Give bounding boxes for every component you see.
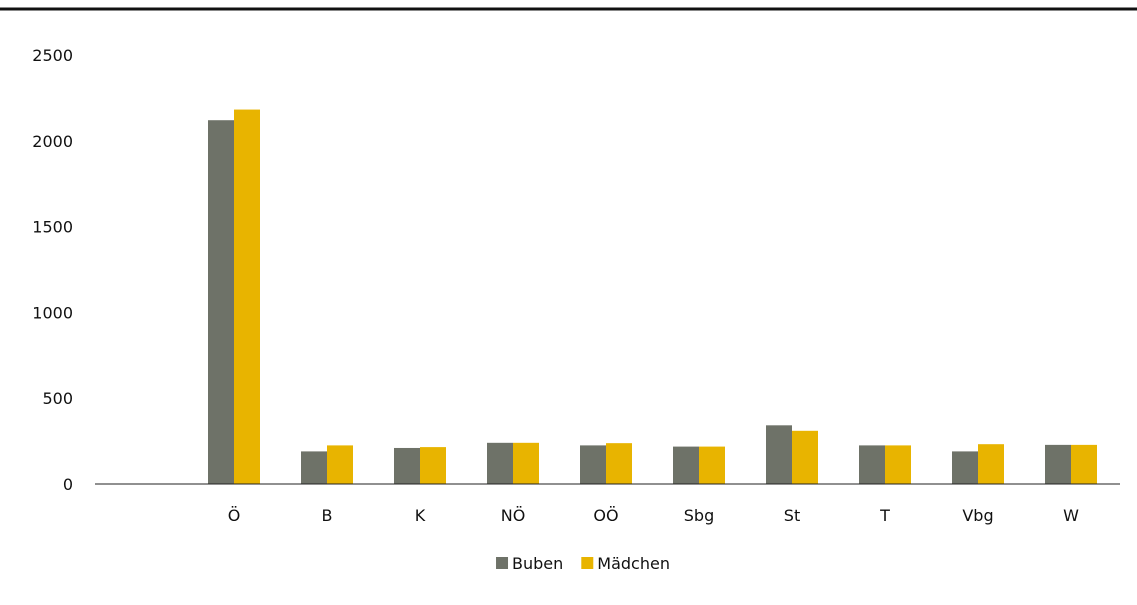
bar-buben-9 — [1045, 444, 1071, 484]
x-tick-label: K — [415, 506, 426, 525]
bar-mädchen-2 — [420, 447, 446, 484]
legend-label-buben: Buben — [512, 554, 563, 573]
x-axis-ticks: Ö B K NÖ OÖ Sbg St T Vbg W — [228, 506, 1079, 525]
bar-mädchen-6 — [792, 430, 818, 484]
bar-mädchen-3 — [513, 442, 539, 484]
y-tick-label: 1500 — [32, 218, 73, 237]
bar-buben-6 — [766, 425, 792, 484]
legend-swatch-mädchen — [581, 557, 594, 569]
bar-buben-8 — [952, 451, 978, 484]
bar-mädchen-7 — [885, 445, 911, 484]
bar-mädchen-9 — [1071, 444, 1097, 484]
legend-label-mädchen: Mädchen — [597, 554, 670, 573]
bar-mädchen-8 — [978, 444, 1004, 484]
x-tick-label: NÖ — [501, 506, 526, 525]
bar-buben-7 — [859, 445, 885, 484]
bar-mädchen-5 — [699, 446, 725, 484]
x-tick-label: Vbg — [962, 506, 993, 525]
x-tick-label: OÖ — [593, 506, 618, 525]
x-tick-label: W — [1063, 506, 1079, 525]
x-tick-label: B — [322, 506, 333, 525]
y-tick-label: 0 — [63, 475, 73, 494]
x-tick-label: Ö — [228, 506, 241, 525]
bar-buben-3 — [487, 442, 513, 484]
legend-swatch-buben — [496, 557, 509, 569]
y-tick-label: 2000 — [32, 132, 73, 151]
legend: Buben Mädchen — [496, 554, 670, 573]
bars — [208, 109, 1097, 485]
bar-mädchen-0 — [234, 109, 260, 485]
y-axis-ticks: 0 500 1000 1500 2000 2500 — [32, 46, 73, 494]
x-tick-label: Sbg — [684, 506, 714, 525]
x-tick-label: T — [879, 506, 890, 525]
bar-buben-1 — [301, 451, 327, 484]
bar-buben-5 — [673, 446, 699, 484]
bar-buben-2 — [394, 447, 420, 484]
x-tick-label: St — [784, 506, 800, 525]
y-tick-label: 500 — [42, 389, 73, 408]
y-tick-label: 1000 — [32, 303, 73, 322]
bar-mädchen-4 — [606, 443, 632, 484]
bar-buben-4 — [580, 445, 606, 484]
y-tick-label: 2500 — [32, 46, 73, 65]
bar-mädchen-1 — [327, 445, 353, 484]
bar-buben-0 — [208, 120, 234, 484]
